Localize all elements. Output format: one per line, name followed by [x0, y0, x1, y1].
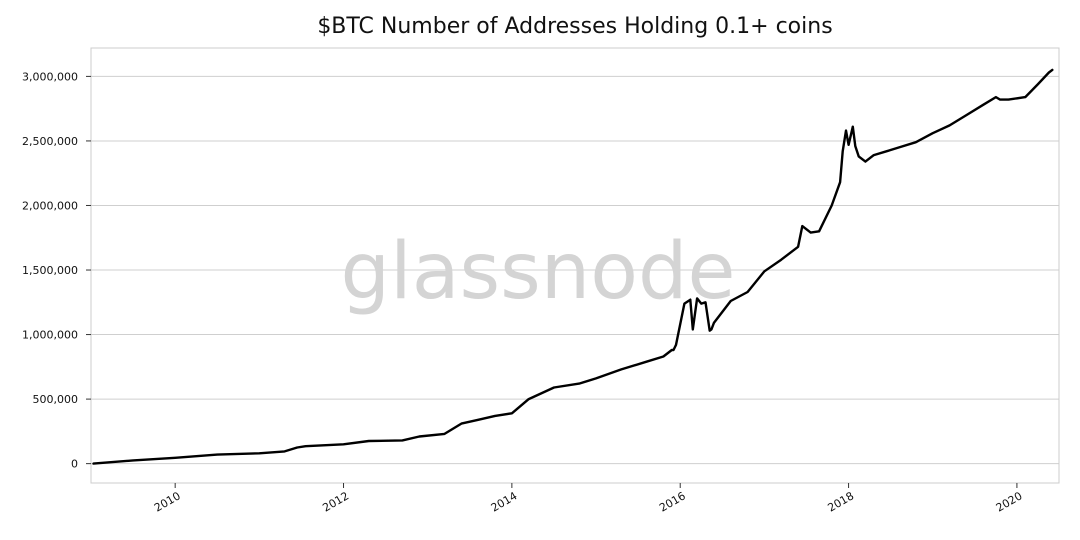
plot-border [90, 47, 1060, 484]
x-axis: 2010 2012 2014 2016 2018 2020 [152, 483, 1025, 515]
y-tick-label: 500,000 [33, 393, 79, 406]
x-tick-label: 2014 [489, 489, 520, 514]
y-tick-label: 3,000,000 [22, 70, 78, 83]
series-layer [92, 68, 1054, 465]
x-tick-label: 2020 [994, 489, 1025, 514]
x-tick-label: 2018 [825, 489, 856, 514]
y-tick-label: 2,500,000 [22, 135, 78, 148]
y-tick-label: 2,000,000 [22, 199, 78, 212]
x-tick-label: 2012 [320, 489, 351, 514]
chart-title: $BTC Number of Addresses Holding 0.1+ co… [317, 14, 833, 39]
x-tick-label: 2010 [152, 489, 183, 514]
grid-lines [91, 75, 1059, 465]
y-tick-label: 0 [71, 458, 78, 471]
series-line [92, 68, 1054, 465]
watermark-text: glassnode [341, 227, 736, 317]
x-tick-label: 2016 [657, 489, 688, 514]
y-axis: 0 500,000 1,000,000 1,500,000 2,000,000 2,500… [22, 70, 91, 471]
plot-frame [90, 47, 1060, 484]
y-tick-label: 1,000,000 [22, 329, 78, 342]
y-tick-label: 1,500,000 [22, 264, 78, 277]
